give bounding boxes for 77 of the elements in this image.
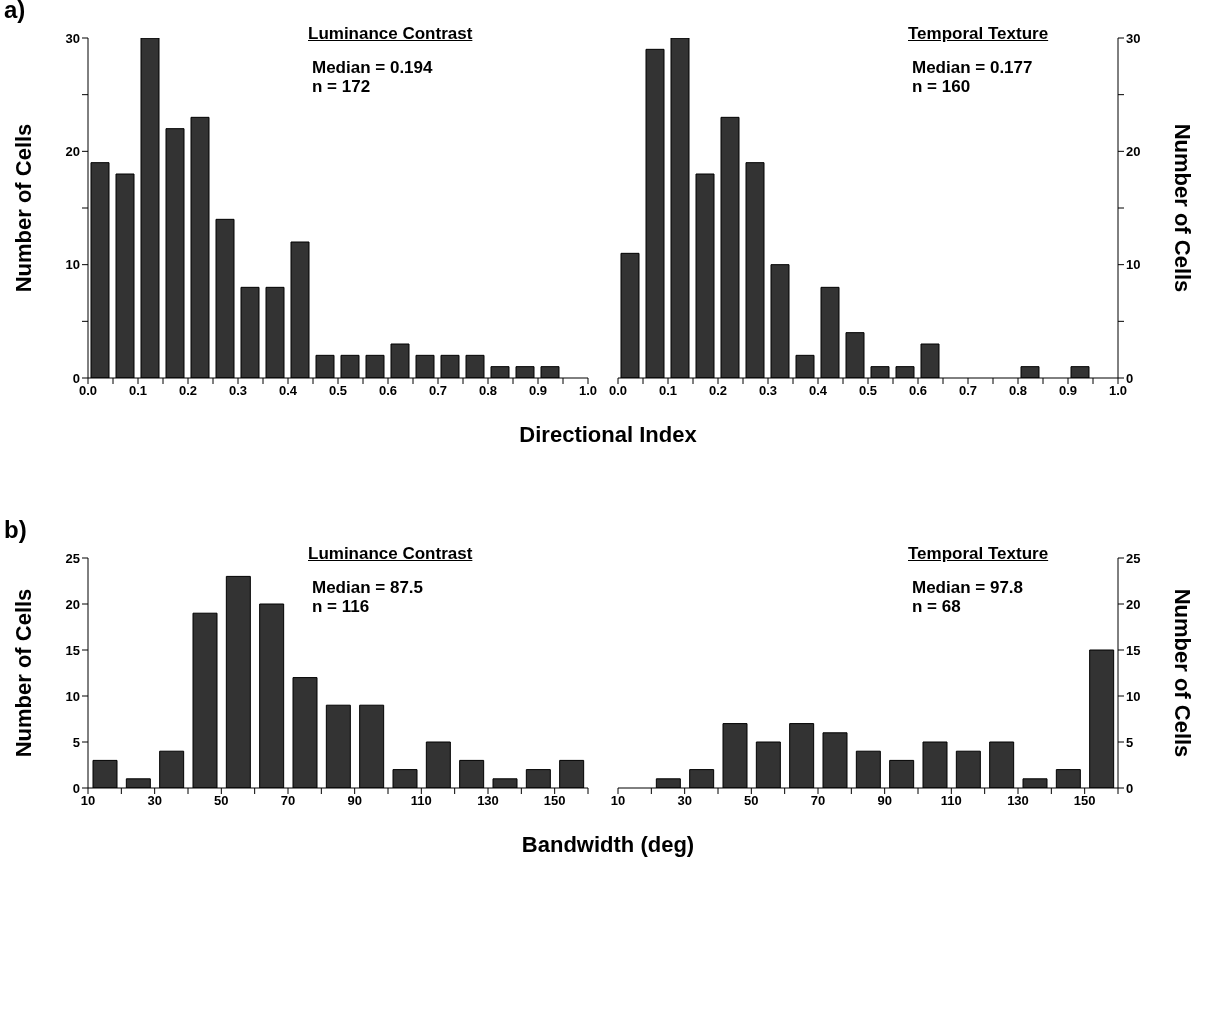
- x-tick-label: 0.5: [328, 383, 348, 399]
- annotation: Median = 87.5: [312, 578, 424, 597]
- x-tick-label: 30: [147, 793, 162, 809]
- annotation: Median = 0.194: [312, 58, 433, 77]
- y-tick-label: 15: [65, 642, 80, 658]
- x-axis-title: Directional Index: [518, 422, 698, 448]
- y2-tick-label: 10: [1126, 257, 1141, 273]
- x-tick-label: 0.7: [958, 383, 978, 399]
- x-tick-label: 0.0: [78, 383, 98, 399]
- y2-tick-label: 30: [1126, 30, 1141, 46]
- y2-tick-label: 0: [1126, 780, 1134, 796]
- annotation: n = 116: [312, 597, 371, 616]
- y2-tick-label: 25: [1126, 550, 1141, 566]
- y-tick-label: 5: [72, 734, 80, 750]
- x-tick-label: 50: [214, 793, 229, 809]
- y2-axis-title: Number of Cells: [1170, 123, 1196, 293]
- x-tick-label: 0.2: [708, 383, 728, 399]
- x-tick-label: 150: [543, 793, 566, 809]
- x-tick-label: 0.4: [278, 383, 298, 399]
- y-tick-label: 20: [65, 143, 80, 159]
- x-tick-label: 0.9: [528, 383, 548, 399]
- y2-tick-label: 5: [1126, 734, 1134, 750]
- chart-title: Luminance Contrast: [308, 24, 473, 44]
- annotation: n = 160: [912, 77, 972, 96]
- chart-title: Luminance Contrast: [308, 544, 473, 564]
- x-tick-label: 150: [1073, 793, 1096, 809]
- x-tick-label: 70: [280, 793, 296, 809]
- x-tick-label: 90: [877, 793, 892, 809]
- x-tick-label: 0.6: [908, 383, 928, 399]
- y2-tick-label: 20: [1126, 596, 1141, 612]
- x-tick-label: 0.3: [758, 383, 778, 399]
- y-axis-title: Number of Cells: [10, 123, 36, 293]
- y2-tick-label: 10: [1126, 688, 1141, 704]
- y-tick-label: 20: [65, 596, 80, 612]
- y2-tick-label: 0: [1126, 370, 1134, 386]
- annotation: Median = 0.177: [912, 58, 1033, 77]
- x-tick-label: 1.0: [1108, 383, 1128, 399]
- y-tick-label: 30: [65, 30, 80, 46]
- chart-title: Temporal Texture: [908, 24, 1049, 44]
- x-tick-label: 0.4: [808, 383, 828, 399]
- annotation: Median = 97.8: [912, 578, 1024, 597]
- text: a): [4, 0, 26, 24]
- y-tick-label: 0: [72, 780, 80, 796]
- y-tick-label: 0: [72, 370, 80, 386]
- annotation: n = 68: [912, 597, 962, 616]
- x-tick-label: 110: [940, 793, 962, 809]
- x-tick-label: 0.1: [658, 383, 678, 399]
- x-tick-label: 0.6: [378, 383, 398, 399]
- y-tick-label: 10: [65, 257, 80, 273]
- x-tick-label: 0.0: [608, 383, 628, 399]
- x-tick-label: 30: [677, 793, 692, 809]
- annotation: n = 172: [312, 77, 372, 96]
- y-axis-title: Number of Cells: [10, 588, 36, 758]
- y2-tick-label: 20: [1126, 143, 1141, 159]
- x-tick-label: 0.5: [858, 383, 878, 399]
- y2-axis-title: Number of Cells: [1170, 588, 1196, 758]
- x-tick-label: 0.8: [478, 383, 498, 399]
- x-tick-label: 70: [810, 793, 826, 809]
- x-tick-label: 50: [744, 793, 759, 809]
- x-axis-title: Bandwidth (deg): [520, 832, 696, 858]
- y-tick-label: 25: [65, 550, 80, 566]
- x-tick-label: 0.2: [178, 383, 198, 399]
- x-tick-label: 0.9: [1058, 383, 1078, 399]
- y-tick-label: 10: [65, 688, 80, 704]
- x-tick-label: 0.8: [1008, 383, 1028, 399]
- x-tick-label: 0.3: [228, 383, 248, 399]
- chart-title: Temporal Texture: [908, 544, 1049, 564]
- y2-tick-label: 15: [1126, 642, 1141, 658]
- text: b): [4, 516, 27, 544]
- x-tick-label: 1.0: [578, 383, 598, 399]
- x-tick-label: 0.7: [428, 383, 448, 399]
- x-tick-label: 0.1: [128, 383, 148, 399]
- x-tick-label: 130: [477, 793, 499, 809]
- x-tick-label: 130: [1007, 793, 1029, 809]
- x-tick-label: 110: [410, 793, 432, 809]
- x-tick-label: 90: [347, 793, 362, 809]
- x-tick-label: 10: [610, 793, 626, 809]
